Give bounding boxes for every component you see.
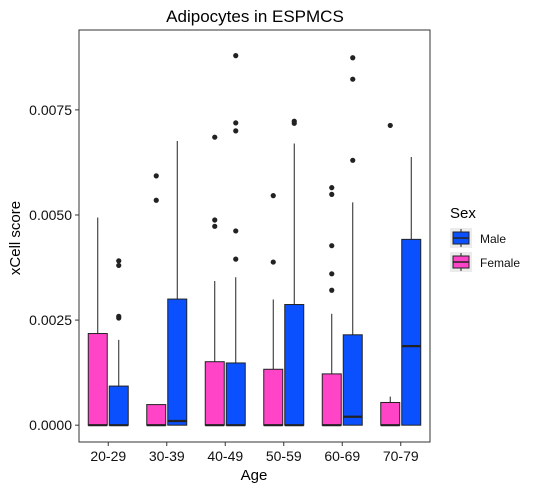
x-tick-label: 60-69 bbox=[324, 448, 360, 464]
box-female bbox=[263, 193, 284, 427]
y-tick-label: 0.0050 bbox=[29, 207, 72, 223]
box-series bbox=[87, 53, 422, 427]
outlier-point bbox=[153, 173, 159, 179]
box-female bbox=[87, 217, 108, 427]
outlier-point bbox=[116, 258, 122, 264]
outlier-point bbox=[329, 191, 335, 197]
x-axis-label: Age bbox=[241, 467, 268, 484]
plot-panel bbox=[78, 29, 431, 443]
box-male bbox=[108, 258, 129, 427]
outlier-point bbox=[212, 134, 218, 140]
box-rect bbox=[87, 333, 108, 426]
x-tick-label: 40-49 bbox=[207, 448, 243, 464]
box-female bbox=[321, 185, 342, 427]
box-rect bbox=[342, 334, 363, 426]
box-rect bbox=[225, 362, 246, 426]
y-tick-label: 0.0025 bbox=[29, 312, 72, 328]
box-male bbox=[167, 140, 188, 426]
outlier-point bbox=[270, 193, 276, 199]
outlier-point bbox=[233, 120, 239, 126]
legend-item-female: Female bbox=[450, 252, 520, 272]
outlier-point bbox=[291, 118, 297, 124]
outlier-point bbox=[233, 128, 239, 134]
outlier-point bbox=[350, 157, 356, 163]
outlier-point bbox=[212, 217, 218, 223]
outlier-point bbox=[270, 259, 276, 265]
outlier-point bbox=[116, 262, 122, 269]
legend-title: Sex bbox=[450, 205, 476, 222]
y-axis-label: xCell score bbox=[7, 201, 24, 275]
box-female bbox=[204, 134, 225, 427]
outlier-point bbox=[350, 76, 356, 82]
box-male bbox=[342, 55, 363, 426]
legend-label: Female bbox=[480, 256, 520, 270]
box-rect bbox=[108, 385, 129, 426]
outlier-point bbox=[387, 122, 393, 129]
outlier-point bbox=[329, 185, 335, 191]
box-rect bbox=[263, 368, 284, 426]
x-tick-label: 70-79 bbox=[383, 448, 419, 464]
box-rect bbox=[380, 401, 401, 426]
box-male bbox=[284, 118, 305, 427]
box-rect bbox=[284, 304, 305, 426]
legend-label: Male bbox=[480, 232, 506, 246]
box-female bbox=[380, 122, 401, 427]
y-tick-label: 0.0075 bbox=[29, 102, 72, 118]
chart-title: Adipocytes in ESPMCS bbox=[166, 7, 344, 26]
outlier-point bbox=[233, 256, 239, 262]
outlier-point bbox=[329, 243, 335, 249]
x-tick-label: 20-29 bbox=[90, 448, 126, 464]
box-rect bbox=[204, 361, 225, 426]
outlier-point bbox=[212, 223, 218, 229]
x-tick-label: 30-39 bbox=[149, 448, 185, 464]
legend-item-male: Male bbox=[450, 228, 506, 248]
y-axis: 0.0000 0.0025 0.0050 0.0075 bbox=[29, 102, 79, 433]
box-male bbox=[401, 156, 422, 426]
outlier-point bbox=[116, 313, 122, 319]
outlier-point bbox=[329, 271, 335, 277]
box-rect bbox=[321, 373, 342, 426]
x-axis: 20-29 30-39 40-49 50-59 60-69 70-79 bbox=[90, 442, 419, 464]
outlier-point bbox=[350, 55, 356, 61]
outlier-point bbox=[233, 53, 239, 59]
box-rect bbox=[401, 238, 422, 426]
box-male bbox=[225, 53, 246, 427]
outlier-point bbox=[153, 197, 159, 203]
box-female bbox=[146, 173, 167, 427]
box-rect bbox=[167, 298, 188, 426]
box-rect bbox=[146, 404, 167, 426]
x-tick-label: 50-59 bbox=[266, 448, 302, 464]
legend: Sex Male Female bbox=[450, 205, 520, 272]
y-tick-label: 0.0000 bbox=[29, 417, 72, 433]
outlier-point bbox=[329, 287, 335, 293]
outlier-point bbox=[233, 228, 239, 234]
